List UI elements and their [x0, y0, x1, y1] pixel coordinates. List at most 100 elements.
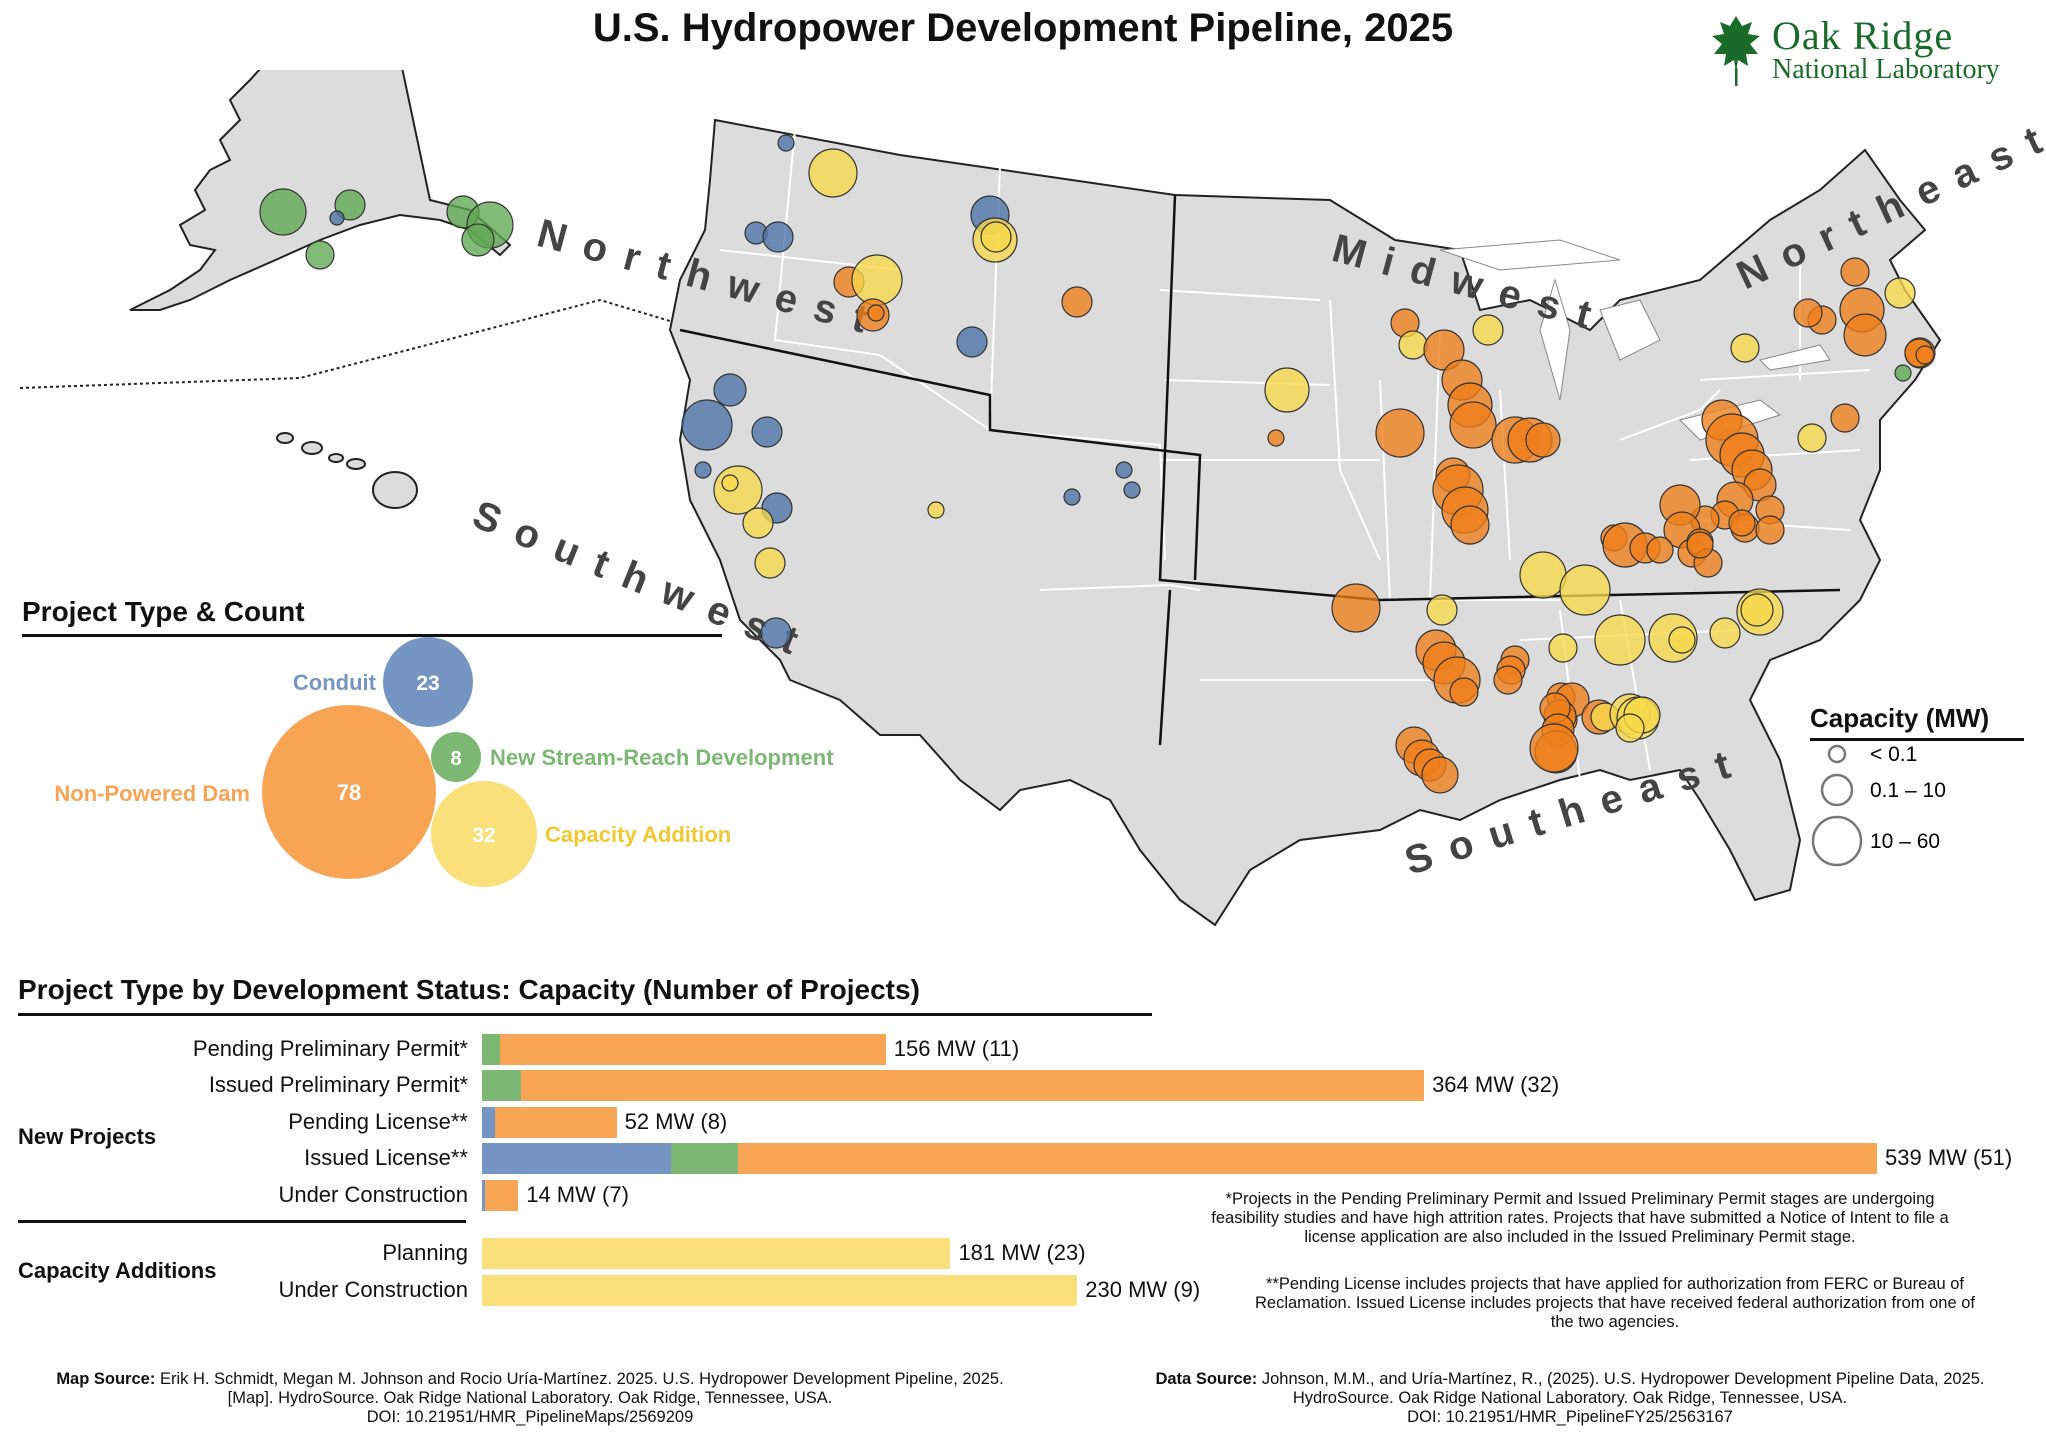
- project-marker: [461, 223, 495, 257]
- bar: [482, 1034, 886, 1065]
- bar: [482, 1143, 1877, 1174]
- legend-label-medium: 0.1 – 10: [1870, 779, 1946, 802]
- bar-value-label: 181 MW (23): [958, 1240, 1086, 1265]
- note-license: **Pending License includes projects that…: [1255, 1275, 1975, 1331]
- bar-segment-npd: [500, 1034, 886, 1065]
- map-source-doi: DOI: 10.21951/HMR_PipelineMaps/2569209: [366, 1408, 694, 1426]
- project-marker: [1915, 345, 1935, 365]
- logo-line-2: National Laboratory: [1772, 54, 2000, 85]
- project-marker: [1493, 665, 1523, 695]
- map-source-label: Map Source:: [56, 1370, 156, 1388]
- project-marker: [1843, 313, 1887, 357]
- project-marker: [1472, 314, 1504, 346]
- legend-circle-large: [1811, 815, 1863, 867]
- legend-circle-small: [1827, 744, 1847, 764]
- project-marker: [1450, 505, 1490, 545]
- bubble-conduit-count: 23: [416, 672, 439, 695]
- project-marker: [1061, 286, 1093, 318]
- oak-leaf-icon: [1712, 16, 1760, 86]
- hawaii-shape: [276, 432, 418, 509]
- project-marker: [694, 461, 712, 479]
- project-marker: [851, 254, 903, 306]
- project-marker: [329, 210, 345, 226]
- project-marker: [754, 547, 786, 579]
- project-marker: [1264, 367, 1310, 413]
- divider: [1810, 738, 2024, 741]
- bar-segment-capacity_addition: [482, 1275, 1078, 1306]
- bar-row-label: Issued Preliminary Permit*: [208, 1072, 468, 1097]
- bar-row-label: Issued License**: [304, 1145, 468, 1170]
- bar: [482, 1275, 1078, 1306]
- project-marker: [1267, 429, 1285, 447]
- project-marker: [742, 507, 774, 539]
- project-marker: [1115, 461, 1133, 479]
- group-capacity-additions: Capacity Additions: [18, 1258, 217, 1283]
- project-marker: [1594, 614, 1646, 666]
- project-marker: [1646, 536, 1674, 564]
- project-marker: [1840, 257, 1870, 287]
- ornl-logo: Oak Ridge National Laboratory: [1708, 10, 2038, 90]
- group-new-projects: New Projects: [18, 1124, 157, 1149]
- project-marker: [1740, 593, 1774, 627]
- project-marker: [1793, 298, 1823, 328]
- project-marker: [1728, 509, 1756, 537]
- logo-line-1: Oak Ridge: [1772, 13, 1954, 58]
- project-marker: [1884, 277, 1916, 309]
- legend-label-large: 10 – 60: [1870, 830, 1940, 853]
- project-marker: [1375, 408, 1425, 458]
- bar-row-label: Planning: [382, 1240, 468, 1265]
- project-marker: [808, 148, 858, 198]
- data-source-doi: DOI: 10.21951/HMR_PipelineFY25/2563167: [1407, 1408, 1733, 1426]
- project-marker: [1426, 594, 1458, 626]
- bar-value-label: 52 MW (8): [624, 1109, 728, 1134]
- alaska-shape: [129, 70, 512, 311]
- divider: [18, 1013, 1152, 1016]
- bar: [482, 1107, 617, 1138]
- project-marker: [1755, 515, 1785, 545]
- page-title: U.S. Hydropower Development Pipeline, 20…: [592, 6, 1454, 50]
- bar-row-label: Under Construction: [278, 1277, 468, 1302]
- project-marker: [713, 465, 763, 515]
- label-conduit: Conduit: [293, 670, 377, 695]
- bar-segment-conduit: [482, 1143, 671, 1174]
- project-markers: [259, 134, 1936, 794]
- project-marker: [1421, 756, 1459, 794]
- project-marker: [334, 189, 366, 221]
- project-marker: [1529, 723, 1579, 773]
- project-marker: [1730, 333, 1760, 363]
- divider: [18, 1220, 466, 1223]
- project-type-heading: Project Type & Count: [22, 596, 305, 627]
- bar-row-label: Under Construction: [278, 1182, 468, 1207]
- project-marker: [760, 617, 792, 649]
- project-marker: [1709, 617, 1741, 649]
- bubble-nsd: [431, 732, 481, 782]
- bar-segment-conduit: [482, 1180, 485, 1211]
- bar-segment-npd: [738, 1143, 1877, 1174]
- project-marker: [1449, 677, 1479, 707]
- bar-segment-conduit: [482, 1107, 495, 1138]
- project-marker: [927, 501, 945, 519]
- data-source-text: Johnson, M.M., and Uría-Martínez, R., (2…: [1261, 1370, 1985, 1407]
- capacity-legend-title: Capacity (MW): [1810, 703, 1990, 733]
- project-type-bubbles: 23 8 78 32 Conduit New Stream-Reach Deve…: [54, 637, 834, 887]
- label-npd: Non-Powered Dam: [54, 781, 250, 806]
- project-marker: [956, 326, 988, 358]
- project-marker: [1548, 633, 1578, 663]
- note-preliminary-permit: *Projects in the Pending Preliminary Per…: [1211, 1190, 1949, 1246]
- project-marker: [1830, 403, 1860, 433]
- bar: [482, 1238, 951, 1269]
- project-marker: [259, 188, 307, 236]
- bar-segment-nsd: [482, 1034, 501, 1065]
- project-marker: [1686, 531, 1714, 559]
- bubble-nsd-count: 8: [450, 748, 461, 770]
- data-source-label: Data Source:: [1155, 1370, 1258, 1388]
- legend-circle-medium: [1820, 773, 1854, 807]
- inset-divider: [19, 298, 701, 389]
- bar-row-label: Pending Preliminary Permit*: [192, 1036, 468, 1061]
- project-marker: [681, 399, 733, 451]
- project-marker: [1398, 330, 1428, 360]
- bar-segment-nsd: [482, 1070, 521, 1101]
- project-marker: [721, 474, 739, 492]
- bar-segment-npd: [520, 1070, 1425, 1101]
- project-marker: [777, 134, 795, 152]
